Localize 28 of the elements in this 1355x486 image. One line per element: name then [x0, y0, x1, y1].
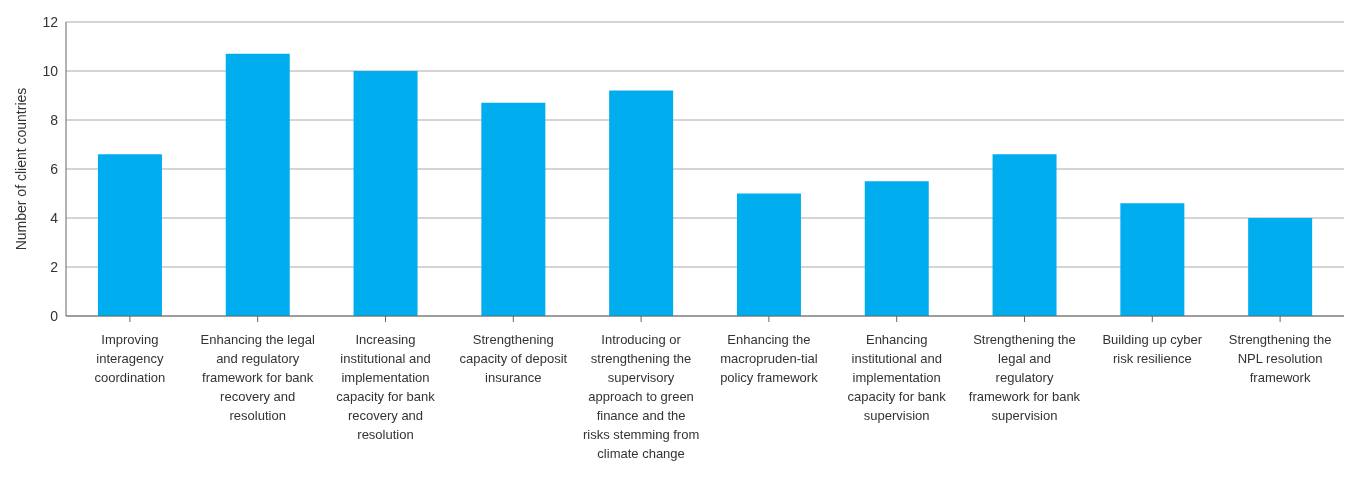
x-tick-label: Improving interagency coordination: [94, 332, 166, 385]
y-tick-label: 8: [50, 111, 59, 128]
x-tick-label: Increasing institutional and implementation capacity for bank recovery and resolution: [336, 332, 436, 442]
bar: [481, 102, 546, 316]
bar: [1248, 218, 1313, 316]
bar: [864, 181, 929, 316]
x-tick-label: Enhancing the macropruden-tial policy framework: [720, 332, 819, 385]
x-tick-label: Strengthening the NPL resolution framework: [1228, 332, 1332, 385]
y-tick-label: 6: [50, 160, 59, 177]
x-tick-label: Enhancing the legal and regulatory framework for bank recovery and resolution: [200, 332, 315, 423]
bar: [609, 90, 674, 316]
bar: [736, 193, 801, 316]
x-tick-label: Strengthening capacity of deposit insurance: [459, 332, 568, 385]
bar: [225, 53, 290, 316]
x-tick-label: Building up cyber risk resilience: [1102, 332, 1203, 366]
bar: [992, 154, 1057, 316]
y-tick-label: 4: [50, 209, 59, 226]
y-tick-label: 12: [42, 13, 59, 30]
bar: [97, 154, 162, 316]
y-tick-label: 10: [42, 62, 59, 79]
y-tick-label: 0: [50, 307, 59, 324]
bar: [1120, 203, 1185, 316]
x-tick-label: Enhancing institutional and implementation capacity for bank supervision: [847, 332, 947, 423]
y-tick-label: 2: [50, 258, 59, 275]
y-axis-title: Number of client countries: [12, 87, 29, 251]
bar: [353, 71, 418, 316]
x-tick-label: Strengthening the legal and regulatory framework for bank supervision: [968, 332, 1081, 423]
x-tick-label: Introducing or strengthening the supervisory approach to green finance and the risks stemming from climate change: [582, 332, 700, 461]
